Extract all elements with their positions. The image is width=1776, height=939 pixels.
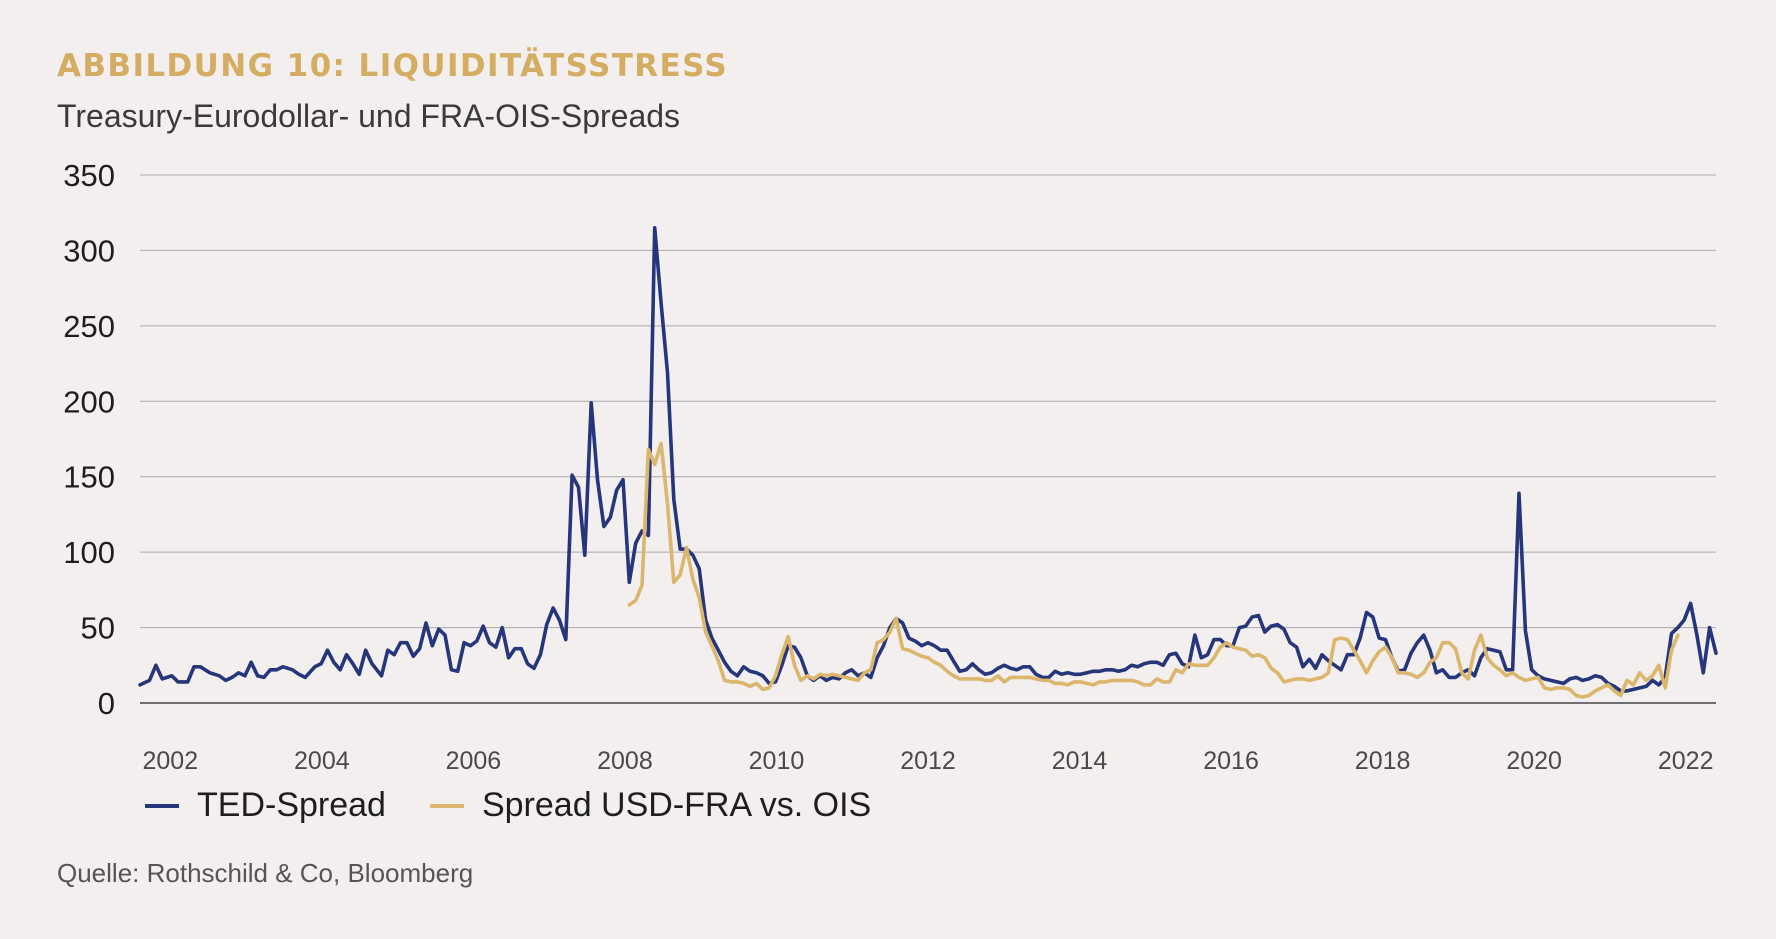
y-axis-tick-labels: 0 50 100 150 200 250 300 350	[63, 158, 115, 721]
y-tick-label: 350	[63, 158, 115, 193]
x-tick-label: 2014	[1052, 747, 1108, 775]
source-note: Quelle: Rothschild & Co, Bloomberg	[57, 858, 474, 888]
gridlines	[140, 174, 1716, 704]
series-lines	[138, 226, 1718, 699]
y-tick-label: 0	[98, 686, 115, 721]
x-tick-label: 2010	[749, 747, 805, 775]
legend-item-ted[interactable]: TED-Spread	[145, 786, 386, 825]
x-tick-label: 2018	[1355, 747, 1411, 775]
figure-subtitle: Treasury-Eurodollar- und FRA-OIS-Spreads	[57, 98, 681, 134]
y-tick-label: 150	[63, 460, 115, 495]
series-line-ted-spread	[138, 226, 1718, 693]
series-line-fra-ois	[627, 441, 1680, 699]
y-tick-label: 250	[63, 309, 115, 344]
x-tick-label: 2004	[294, 747, 350, 775]
legend-item-fra[interactable]: Spread USD-FRA vs. OIS	[429, 786, 872, 825]
chart-legend: TED-Spread Spread USD-FRA vs. OIS	[145, 786, 915, 825]
legend-label-ted: TED-Spread	[197, 786, 386, 824]
x-tick-label: 2012	[900, 747, 956, 775]
x-tick-label: 2006	[446, 747, 502, 775]
x-axis-tick-labels: 2002 2004 2006 2008 2010 2012 2014 2016 2018 2020…	[142, 747, 1713, 775]
x-tick-label: 2008	[597, 747, 653, 775]
legend-swatch-ted	[145, 803, 179, 808]
figure-title: ABBILDUNG 10: LIQUIDITÄTSSTRESS	[57, 48, 729, 84]
y-tick-label: 100	[63, 535, 115, 570]
y-tick-label: 50	[81, 611, 115, 646]
y-tick-label: 200	[63, 384, 115, 419]
legend-swatch-fra	[429, 803, 464, 808]
x-tick-label: 2020	[1506, 747, 1562, 775]
x-tick-label: 2022	[1658, 747, 1714, 775]
y-tick-label: 300	[63, 233, 115, 268]
legend-label-fra: Spread USD-FRA vs. OIS	[481, 786, 872, 824]
x-tick-label: 2016	[1203, 747, 1259, 775]
x-tick-label: 2002	[142, 747, 198, 775]
